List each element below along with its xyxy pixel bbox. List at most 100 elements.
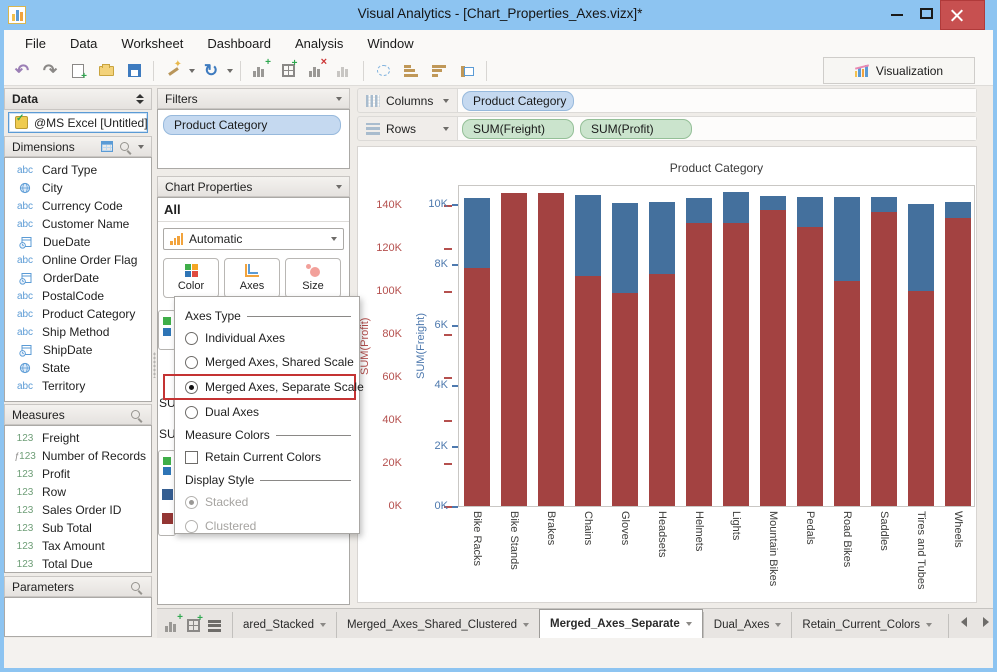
dimension-item[interactable]: abc Online Order Flag xyxy=(5,251,151,269)
axes-button[interactable]: Axes xyxy=(224,258,280,298)
bar-segment-profit[interactable] xyxy=(464,267,491,506)
refresh-icon[interactable]: ↻ xyxy=(203,60,219,80)
radio-option-dual-axes[interactable]: Dual Axes xyxy=(185,400,351,424)
sheet-list-icon[interactable] xyxy=(208,619,222,632)
bar-segment-freight[interactable] xyxy=(612,202,639,294)
remove-visualization-icon[interactable] xyxy=(304,56,328,83)
bar-segment-profit[interactable] xyxy=(612,293,639,506)
tab-ared_stacked[interactable]: ared_Stacked xyxy=(232,612,336,638)
tab-scroll-left-icon[interactable] xyxy=(961,617,968,627)
tab-dropdown-icon[interactable] xyxy=(319,623,326,627)
undo-icon[interactable]: ↶ xyxy=(14,60,30,80)
add-visualization-icon[interactable] xyxy=(165,612,183,632)
dimension-item[interactable]: abc Customer Name xyxy=(5,215,151,233)
tab-merged_axes_separate[interactable]: Merged_Axes_Separate xyxy=(539,609,703,638)
bar-segment-profit[interactable] xyxy=(796,226,823,506)
sort-bars-icon[interactable] xyxy=(399,59,423,83)
measure-item[interactable]: 123 Row xyxy=(5,483,151,501)
radio-icon[interactable] xyxy=(185,355,198,369)
bar-segment-freight[interactable] xyxy=(464,198,491,268)
wizard-icon[interactable] xyxy=(161,59,185,83)
menu-item-worksheet[interactable]: Worksheet xyxy=(121,35,184,51)
lasso-select-icon[interactable] xyxy=(371,59,395,83)
dimension-item[interactable]: City xyxy=(5,179,151,197)
bar-segment-profit[interactable] xyxy=(649,274,676,506)
redo-icon[interactable]: ↷ xyxy=(42,60,58,80)
tab-dropdown-icon[interactable] xyxy=(926,623,933,627)
bar-segment-profit[interactable] xyxy=(833,280,860,506)
radio-option-individual-axes[interactable]: Individual Axes xyxy=(185,326,351,350)
filters-header[interactable]: Filters xyxy=(157,88,350,109)
bar-segment-profit[interactable] xyxy=(686,222,713,506)
row-pill[interactable]: SUM(Freight) xyxy=(462,118,574,139)
measures-header[interactable]: Measures xyxy=(4,404,152,425)
chevron-down-icon[interactable] xyxy=(336,184,342,189)
checkbox-icon[interactable] xyxy=(185,450,198,464)
tab-dual_axes[interactable]: Dual_Axes xyxy=(702,612,792,638)
color-button[interactable]: Color xyxy=(163,258,219,298)
minimize-button[interactable] xyxy=(891,14,903,16)
bar-segment-profit[interactable] xyxy=(870,211,897,506)
close-button[interactable] xyxy=(940,0,985,30)
measure-item[interactable]: 123 Tax Amount xyxy=(5,537,151,555)
checkbox-option-retain-current-colors[interactable]: Retain Current Colors xyxy=(185,445,351,469)
plot-area[interactable] xyxy=(458,185,975,507)
menu-item-window[interactable]: Window xyxy=(367,35,414,51)
bar-segment-profit[interactable] xyxy=(575,276,602,506)
chart-type-select[interactable]: Automatic xyxy=(163,228,344,250)
refresh-dropdown-icon[interactable] xyxy=(227,68,233,73)
dimension-item[interactable]: abc Territory xyxy=(5,377,151,395)
rows-shelf-cap[interactable]: Rows xyxy=(358,117,458,140)
bar-segment-profit[interactable] xyxy=(907,291,934,506)
sort-updown-icon[interactable] xyxy=(136,94,144,104)
sort-bars-desc-icon[interactable] xyxy=(427,59,451,83)
bar-segment-freight[interactable] xyxy=(870,196,897,212)
bar-segment-freight[interactable] xyxy=(796,196,823,227)
size-button[interactable]: Size xyxy=(285,258,341,298)
bar-segment-freight[interactable] xyxy=(944,201,971,219)
data-panel-header[interactable]: Data xyxy=(4,88,152,110)
dimension-item[interactable]: State xyxy=(5,359,151,377)
save-icon[interactable] xyxy=(122,59,146,83)
add-visualization-icon[interactable] xyxy=(248,57,272,83)
tab-dropdown-icon[interactable] xyxy=(775,623,782,627)
measure-item[interactable]: 123 Sub Total xyxy=(5,519,151,537)
bar-segment-freight[interactable] xyxy=(722,192,749,223)
tab-dropdown-icon[interactable] xyxy=(685,622,692,626)
row-pill[interactable]: SUM(Profit) xyxy=(580,118,692,139)
column-pill[interactable]: Product Category xyxy=(462,90,574,111)
tab-retain_current_colors[interactable]: Retain_Current_Colors xyxy=(791,612,942,638)
table-view-icon[interactable] xyxy=(101,141,113,152)
bar-segment-freight[interactable] xyxy=(907,203,934,292)
tab-dropdown-icon[interactable] xyxy=(523,623,530,627)
dimension-item[interactable]: abc Card Type xyxy=(5,161,151,179)
dimensions-header[interactable]: Dimensions xyxy=(4,136,152,157)
add-dashboard-icon[interactable] xyxy=(187,613,203,632)
columns-shelf-cap[interactable]: Columns xyxy=(358,89,458,112)
chart-properties-header[interactable]: Chart Properties xyxy=(157,176,350,197)
tab-scroll-right-icon[interactable] xyxy=(983,617,990,627)
measure-item[interactable]: 123 Freight xyxy=(5,429,151,447)
visualization-toggle[interactable]: Visualization xyxy=(823,57,975,84)
add-grid-icon[interactable] xyxy=(276,58,300,83)
menu-item-analysis[interactable]: Analysis xyxy=(294,35,344,51)
wizard-dropdown-icon[interactable] xyxy=(189,68,195,73)
dimension-item[interactable]: OrderDate xyxy=(5,269,151,287)
dimension-item[interactable]: abc PostalCode xyxy=(5,287,151,305)
search-icon[interactable] xyxy=(120,142,129,151)
radio-option-clustered[interactable]: Clustered xyxy=(185,514,351,538)
menu-item-dashboard[interactable]: Dashboard xyxy=(207,35,271,51)
dimension-item[interactable]: DueDate xyxy=(5,233,151,251)
menu-item-data[interactable]: Data xyxy=(69,35,98,51)
bar-segment-freight[interactable] xyxy=(759,196,786,210)
measure-item[interactable]: ƒ123 Number of Records xyxy=(5,447,151,465)
bar-segment-profit[interactable] xyxy=(722,222,749,506)
radio-option-stacked[interactable]: Stacked xyxy=(185,490,351,514)
radio-icon[interactable] xyxy=(185,405,198,419)
radio-option-merged-axes-shared-scale[interactable]: Merged Axes, Shared Scale xyxy=(185,350,354,374)
bar-segment-freight[interactable] xyxy=(575,194,602,277)
chevron-down-icon[interactable] xyxy=(138,144,144,149)
bar-segment-profit[interactable] xyxy=(538,192,565,506)
dimension-item[interactable]: abc Ship Method xyxy=(5,323,151,341)
dimension-item[interactable]: ShipDate xyxy=(5,341,151,359)
